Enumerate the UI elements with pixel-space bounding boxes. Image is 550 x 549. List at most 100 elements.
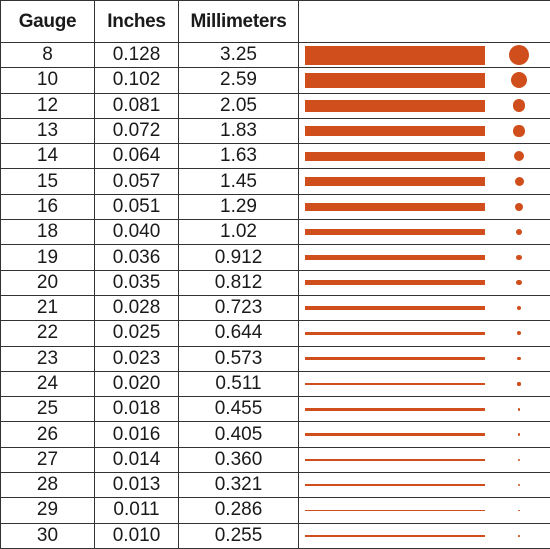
wire-visual-cell xyxy=(298,345,550,372)
gauge-cell: 13 xyxy=(0,117,95,145)
inches-cell: 0.081 xyxy=(94,92,179,119)
wire-thickness-bar xyxy=(305,458,485,461)
gauge-cell: 16 xyxy=(0,193,95,221)
gauge-cell: 30 xyxy=(0,522,95,549)
inches-cell: 0.025 xyxy=(94,320,179,347)
wire-visual-cell xyxy=(298,497,550,524)
wire-thickness-bar xyxy=(305,331,485,336)
table-row: 13 0.072 1.83 xyxy=(0,117,550,145)
table-row: 21 0.028 0.723 xyxy=(0,294,550,322)
inches-cell: 0.014 xyxy=(94,446,179,474)
wire-visual-cell xyxy=(298,370,550,398)
wire-cross-section-dot xyxy=(518,509,520,512)
wire-visual-cell xyxy=(298,396,550,423)
millimeters-cell: 1.63 xyxy=(178,143,299,170)
table-row: 23 0.023 0.573 xyxy=(0,345,550,372)
wire-cross-section-dot xyxy=(518,535,520,537)
inches-cell: 0.057 xyxy=(94,168,179,195)
inches-cell: 0.011 xyxy=(94,497,179,524)
wire-visual-cell xyxy=(298,92,550,119)
table-row: 29 0.011 0.286 xyxy=(0,497,550,524)
inches-cell: 0.128 xyxy=(94,41,179,69)
table-row: 16 0.051 1.29 xyxy=(0,193,550,221)
wire-visual-cell xyxy=(298,193,550,221)
wire-visual-cell xyxy=(298,244,550,271)
gauge-cell: 24 xyxy=(0,370,95,398)
inches-cell: 0.036 xyxy=(94,244,179,271)
inches-cell: 0.018 xyxy=(94,396,179,423)
inches-cell: 0.010 xyxy=(94,522,179,549)
wire-thickness-bar xyxy=(305,357,485,361)
wire-thickness-bar xyxy=(305,407,485,411)
gauge-cell: 12 xyxy=(0,92,95,119)
gauge-cell: 20 xyxy=(0,269,95,296)
table-row: 22 0.025 0.644 xyxy=(0,320,550,347)
table-row: 14 0.064 1.63 xyxy=(0,143,550,170)
header-millimeters: Millimeters xyxy=(178,0,299,43)
wire-thickness-bar xyxy=(305,229,485,236)
header-gauge: Gauge xyxy=(0,0,95,43)
wire-thickness-bar xyxy=(305,509,485,512)
table-row: 27 0.014 0.360 xyxy=(0,446,550,474)
gauge-cell: 22 xyxy=(0,320,95,347)
wire-cross-section-dot xyxy=(513,151,525,162)
wire-cross-section-dot xyxy=(514,177,524,187)
inches-cell: 0.016 xyxy=(94,421,179,448)
millimeters-cell: 0.286 xyxy=(178,497,299,524)
wire-thickness-bar xyxy=(305,151,485,162)
millimeters-cell: 0.511 xyxy=(178,370,299,398)
gauge-cell: 28 xyxy=(0,472,95,499)
millimeters-cell: 0.644 xyxy=(178,320,299,347)
gauge-cell: 19 xyxy=(0,244,95,271)
wire-thickness-bar xyxy=(305,306,485,311)
gauge-cell: 27 xyxy=(0,446,95,474)
gauge-cell: 21 xyxy=(0,294,95,322)
inches-cell: 0.013 xyxy=(94,472,179,499)
gauge-cell: 23 xyxy=(0,345,95,372)
table-row: 12 0.081 2.05 xyxy=(0,92,550,119)
inches-cell: 0.028 xyxy=(94,294,179,322)
wire-thickness-bar xyxy=(305,45,485,65)
gauge-cell: 8 xyxy=(0,41,95,69)
wire-cross-section-dot xyxy=(515,229,523,236)
gauge-cell: 15 xyxy=(0,168,95,195)
wire-visual-cell xyxy=(298,446,550,474)
wire-thickness-bar xyxy=(305,535,485,537)
wire-thickness-bar xyxy=(305,177,485,186)
millimeters-cell: 0.360 xyxy=(178,446,299,474)
millimeters-cell: 0.455 xyxy=(178,396,299,423)
table-row: 8 0.128 3.25 xyxy=(0,41,550,69)
wire-visual-cell xyxy=(298,117,550,145)
table-row: 15 0.057 1.45 xyxy=(0,168,550,195)
wire-visual-cell xyxy=(298,143,550,170)
header-inches: Inches xyxy=(94,0,179,43)
wire-visual-cell xyxy=(298,320,550,347)
millimeters-cell: 0.723 xyxy=(178,294,299,322)
wire-cross-section-dot xyxy=(517,356,521,361)
wire-cross-section-dot xyxy=(510,72,528,89)
inches-cell: 0.040 xyxy=(94,219,179,246)
inches-cell: 0.020 xyxy=(94,370,179,398)
table-row: 18 0.040 1.02 xyxy=(0,219,550,246)
millimeters-cell: 3.25 xyxy=(178,41,299,69)
table-row: 28 0.013 0.321 xyxy=(0,472,550,499)
wire-visual-cell xyxy=(298,219,550,246)
wire-cross-section-dot xyxy=(508,45,530,66)
wire-thickness-bar xyxy=(305,433,485,436)
inches-cell: 0.072 xyxy=(94,117,179,145)
inches-cell: 0.035 xyxy=(94,269,179,296)
gauge-cell: 29 xyxy=(0,497,95,524)
wire-visual-cell xyxy=(298,522,550,549)
gauge-cell: 26 xyxy=(0,421,95,448)
wire-cross-section-dot xyxy=(517,458,521,461)
wire-cross-section-dot xyxy=(513,125,525,137)
millimeters-cell: 0.255 xyxy=(178,522,299,549)
millimeters-cell: 0.912 xyxy=(178,244,299,271)
wire-thickness-bar xyxy=(305,280,485,286)
table-row: 25 0.018 0.455 xyxy=(0,396,550,423)
inches-cell: 0.064 xyxy=(94,143,179,170)
wire-thickness-bar xyxy=(305,125,485,137)
wire-visual-cell xyxy=(298,168,550,195)
wire-visual-cell xyxy=(298,41,550,69)
header-row: Gauge Inches Millimeters xyxy=(0,0,550,43)
